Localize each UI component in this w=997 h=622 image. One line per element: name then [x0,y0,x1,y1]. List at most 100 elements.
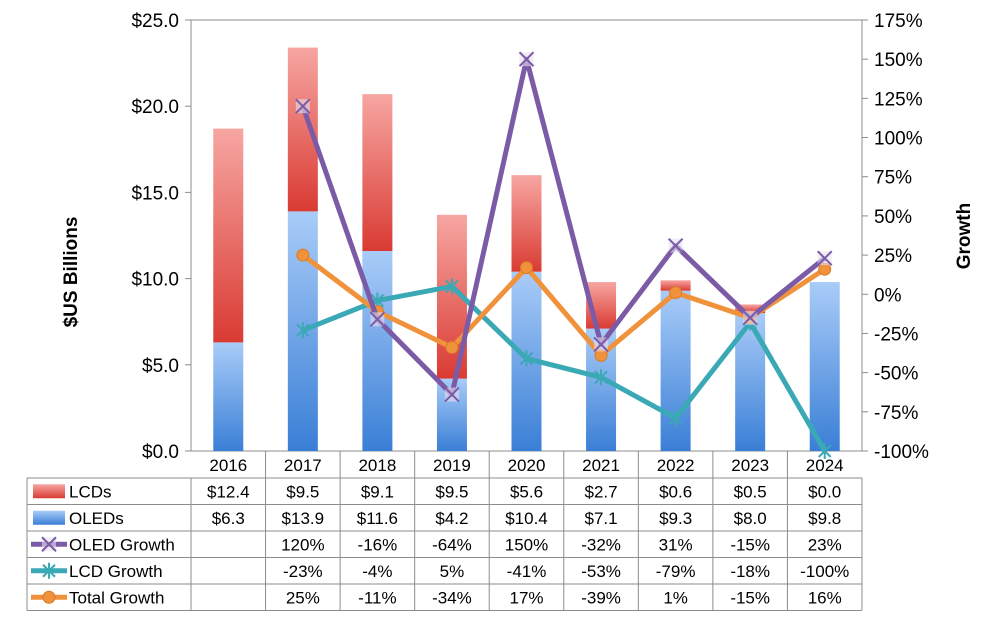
y-tick-label: $20.0 [131,97,179,118]
bar-oleds [213,342,244,451]
table-cell: $5.6 [510,482,543,501]
oled-growth-marker [369,311,386,328]
total-growth-line [301,253,827,358]
lcd-growth-marker [594,369,608,386]
category-label: 2018 [358,456,396,475]
table-cell: -34% [432,588,472,607]
table-cell: $8.0 [734,509,767,528]
bar-lcds [735,304,766,314]
data-table: 2016 2017 2018 2019 2020 2021 2022 2023 2024 LCDs… [26,456,863,611]
legend-key-lcds [33,484,65,499]
y2-tick-label: 50% [874,207,912,228]
oled-growth-marker [444,386,460,403]
y-tick-label: $0.0 [142,442,179,463]
table-cell: $9.1 [361,482,394,501]
table-cell: $9.8 [808,509,841,528]
table-cell: $12.4 [207,482,250,501]
y2-tick-label: -25% [874,324,918,345]
table-cell: 16% [808,588,842,607]
category-label: 2017 [284,456,322,475]
total-growth-marker [445,341,459,355]
category-label: 2020 [508,456,546,475]
oled-growth-marker [593,336,609,353]
y-axis-title: $US Billions [61,217,82,328]
y2-tick-label: 175% [874,11,923,32]
oled-growth-marker [518,51,535,67]
category-label: 2023 [731,456,769,475]
lcd-growth-marker [296,322,310,339]
legend-marker-lcd-growth [42,562,56,579]
oled-growth-marker [667,237,684,254]
y2-tick-label: -50% [874,364,918,385]
category-label: 2021 [582,456,620,475]
lcd-growth-marker [668,410,683,427]
table-cell: -100% [800,562,849,581]
table-cell: $7.1 [585,509,618,528]
category-label: 2016 [209,456,247,475]
y-axis-left: $0.0 $5.0 $10.0 $15.0 $20.0 $25.0 [131,11,179,463]
table-cell: 31% [659,535,693,554]
lcd-growth-line [301,283,827,453]
table-cell: $9.5 [286,482,319,501]
line-series [295,51,833,459]
y2-tick-label: -75% [874,403,918,424]
table-cell: $13.9 [282,509,325,528]
table-cell: -18% [730,562,770,581]
category-label: 2022 [657,456,695,475]
bar-lcds [213,128,244,343]
table-cell: $4.2 [435,509,468,528]
table-cell: $6.3 [212,509,245,528]
bar-oleds [660,290,691,451]
legend-key-oleds [33,510,65,525]
y-tick-label: $5.0 [142,356,179,377]
lcd-growth-marker [818,443,832,459]
legend-marker-oled-growth [41,536,57,552]
table-row-label: Total Growth [69,588,164,607]
table-cell: 1% [663,588,688,607]
table-cell: 5% [440,562,465,581]
table-cell: -15% [730,588,770,607]
table-cell: 120% [281,535,324,554]
oled-growth-line [300,56,827,398]
oled-growth-marker [742,310,758,326]
table-cell: -79% [656,562,696,581]
y-axis-right: -100% -75% -50% -25% 0% 25% 50% 75% 100% 125% 150%… [874,11,929,463]
table-cell: $11.6 [357,509,398,528]
y-tick-label: $25.0 [131,11,179,32]
table-cell: -32% [581,535,621,554]
table-cell: -64% [432,535,472,554]
bar-lcds [511,175,542,272]
category-label: 2019 [433,456,471,475]
bar-lcds [362,94,393,252]
table-cell: 17% [509,588,543,607]
table-cell: -15% [730,535,770,554]
table-cell: -39% [581,588,621,607]
y2-tick-label: 25% [874,246,912,267]
y2-tick-label: 0% [874,285,902,306]
y2-tick-label: -100% [874,442,929,463]
total-growth-marker [296,248,310,262]
lcd-growth-marker [445,278,459,295]
table-cell: 23% [808,535,842,554]
y-tick-label: $10.0 [131,270,179,291]
table-cell: -23% [283,562,323,581]
table-cell: -11% [358,588,396,607]
table-row-label: OLEDs [69,509,124,528]
y2-tick-label: 75% [874,168,912,189]
total-growth-marker [669,286,683,300]
table-row-label: OLED Growth [69,535,175,554]
table-cell: $9.3 [659,509,692,528]
bar-oleds [362,251,393,451]
lcd-growth-marker [519,350,534,367]
table-row-label: LCD Growth [69,562,163,581]
table-cell: -41% [507,562,547,581]
table-cell: $10.4 [505,509,548,528]
table-cell: 150% [505,535,548,554]
y2-tick-label: 100% [874,129,923,150]
y2-tick-label: 125% [874,89,923,110]
bar-lcds [660,280,691,291]
y-tick-label: $15.0 [131,183,179,204]
table-cell: $0.6 [659,482,692,501]
table-cell: $0.5 [734,482,767,501]
